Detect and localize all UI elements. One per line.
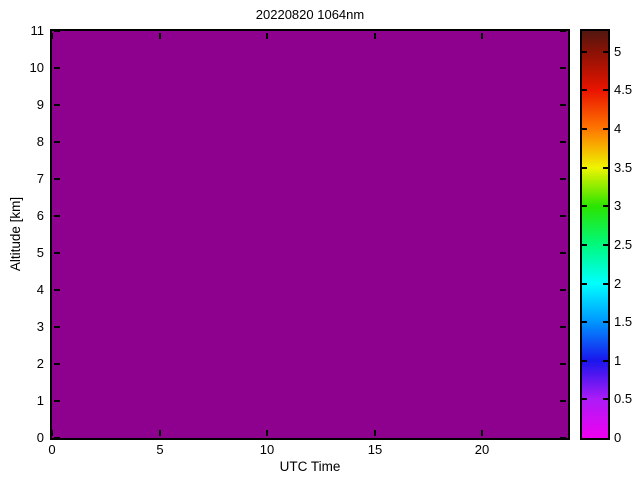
colorbar-tick-mark-right (603, 51, 608, 53)
x-tick-mark (159, 430, 161, 436)
colorbar-tick-mark-left (582, 283, 587, 285)
y-tick-mark (54, 215, 60, 217)
x-tick-mark-top (51, 33, 53, 39)
colorbar-tick-label: 3 (614, 198, 622, 213)
colorbar-tick-mark-right (603, 167, 608, 169)
y-tick-label: 8 (36, 134, 44, 149)
colorbar-tick-label: 2 (614, 276, 622, 291)
colorbar-tick-mark-right (603, 398, 608, 400)
colorbar-tick-label: 3.5 (614, 160, 633, 175)
x-tick-label: 20 (474, 442, 490, 457)
y-tick-label: 2 (36, 356, 44, 371)
y-tick-mark-right (560, 67, 566, 69)
colorbar-tick-mark-left (582, 205, 587, 207)
y-tick-label: 5 (36, 245, 44, 260)
colorbar-tick-label: 0.5 (614, 391, 633, 406)
colorbar-tick-mark-left (582, 89, 587, 91)
y-tick-mark-right (560, 363, 566, 365)
y-tick-label: 9 (36, 97, 44, 112)
y-tick-label: 11 (30, 23, 45, 38)
y-tick-mark (54, 104, 60, 106)
x-tick-label: 10 (259, 442, 275, 457)
colorbar-tick-label: 2.5 (614, 237, 633, 252)
y-tick-mark-right (560, 30, 566, 32)
y-tick-mark-right (560, 178, 566, 180)
colorbar-tick-mark-left (582, 51, 587, 53)
colorbar-tick-mark-left (582, 244, 587, 246)
colorbar-tick-mark-left (582, 167, 587, 169)
x-tick-mark (481, 430, 483, 436)
colorbar-tick-label: 1.5 (614, 314, 633, 329)
colorbar-tick-label: 1 (614, 353, 622, 368)
x-tick-label: 0 (48, 442, 56, 457)
y-tick-mark (54, 363, 60, 365)
y-tick-mark (54, 141, 60, 143)
x-tick-mark (51, 430, 53, 436)
x-tick-label: 15 (367, 442, 383, 457)
colorbar-tick-mark-right (603, 89, 608, 91)
colorbar-tick-mark-left (582, 321, 587, 323)
colorbar-tick-mark-right (603, 321, 608, 323)
colorbar-tick-label: 4.5 (614, 82, 633, 97)
y-tick-mark (54, 289, 60, 291)
y-tick-label: 4 (36, 282, 44, 297)
y-tick-mark (54, 67, 60, 69)
y-tick-mark (54, 252, 60, 254)
colorbar-tick-mark-right (603, 244, 608, 246)
colorbar (580, 29, 610, 440)
colorbar-tick-mark-left (582, 398, 587, 400)
x-axis-label: UTC Time (279, 459, 341, 474)
colorbar-tick-label: 5 (614, 44, 622, 59)
chart-title: 20220820 1064nm (255, 7, 365, 22)
y-tick-mark-right (560, 104, 566, 106)
colorbar-tick-mark-right (603, 283, 608, 285)
y-tick-mark (54, 400, 60, 402)
y-tick-mark-right (560, 252, 566, 254)
y-tick-mark-right (560, 289, 566, 291)
colorbar-tick-mark-left (582, 128, 587, 130)
colorbar-tick-label: 0 (614, 430, 622, 445)
y-tick-mark-right (560, 400, 566, 402)
colorbar-tick-mark-right (603, 360, 608, 362)
y-tick-mark (54, 326, 60, 328)
heatmap-plot-area (50, 29, 570, 440)
x-tick-mark-top (374, 33, 376, 39)
y-tick-mark (54, 178, 60, 180)
y-tick-label: 6 (36, 208, 44, 223)
y-tick-label: 0 (36, 430, 44, 445)
colorbar-tick-mark-right (603, 128, 608, 130)
y-tick-mark-right (560, 141, 566, 143)
y-tick-mark (54, 30, 60, 32)
x-tick-mark-top (266, 33, 268, 39)
x-tick-mark-top (159, 33, 161, 39)
y-tick-label: 10 (29, 60, 44, 75)
y-tick-mark (54, 437, 60, 439)
y-tick-label: 7 (36, 171, 44, 186)
x-tick-mark-top (481, 33, 483, 39)
y-tick-mark-right (560, 326, 566, 328)
y-tick-mark-right (560, 215, 566, 217)
colorbar-tick-mark-left (582, 360, 587, 362)
colorbar-tick-label: 4 (614, 121, 622, 136)
y-tick-label: 3 (36, 319, 44, 334)
y-tick-label: 1 (36, 393, 44, 408)
x-tick-mark (266, 430, 268, 436)
x-tick-mark (374, 430, 376, 436)
colorbar-tick-mark-right (603, 205, 608, 207)
y-tick-mark-right (560, 437, 566, 439)
x-tick-label: 5 (156, 442, 164, 457)
